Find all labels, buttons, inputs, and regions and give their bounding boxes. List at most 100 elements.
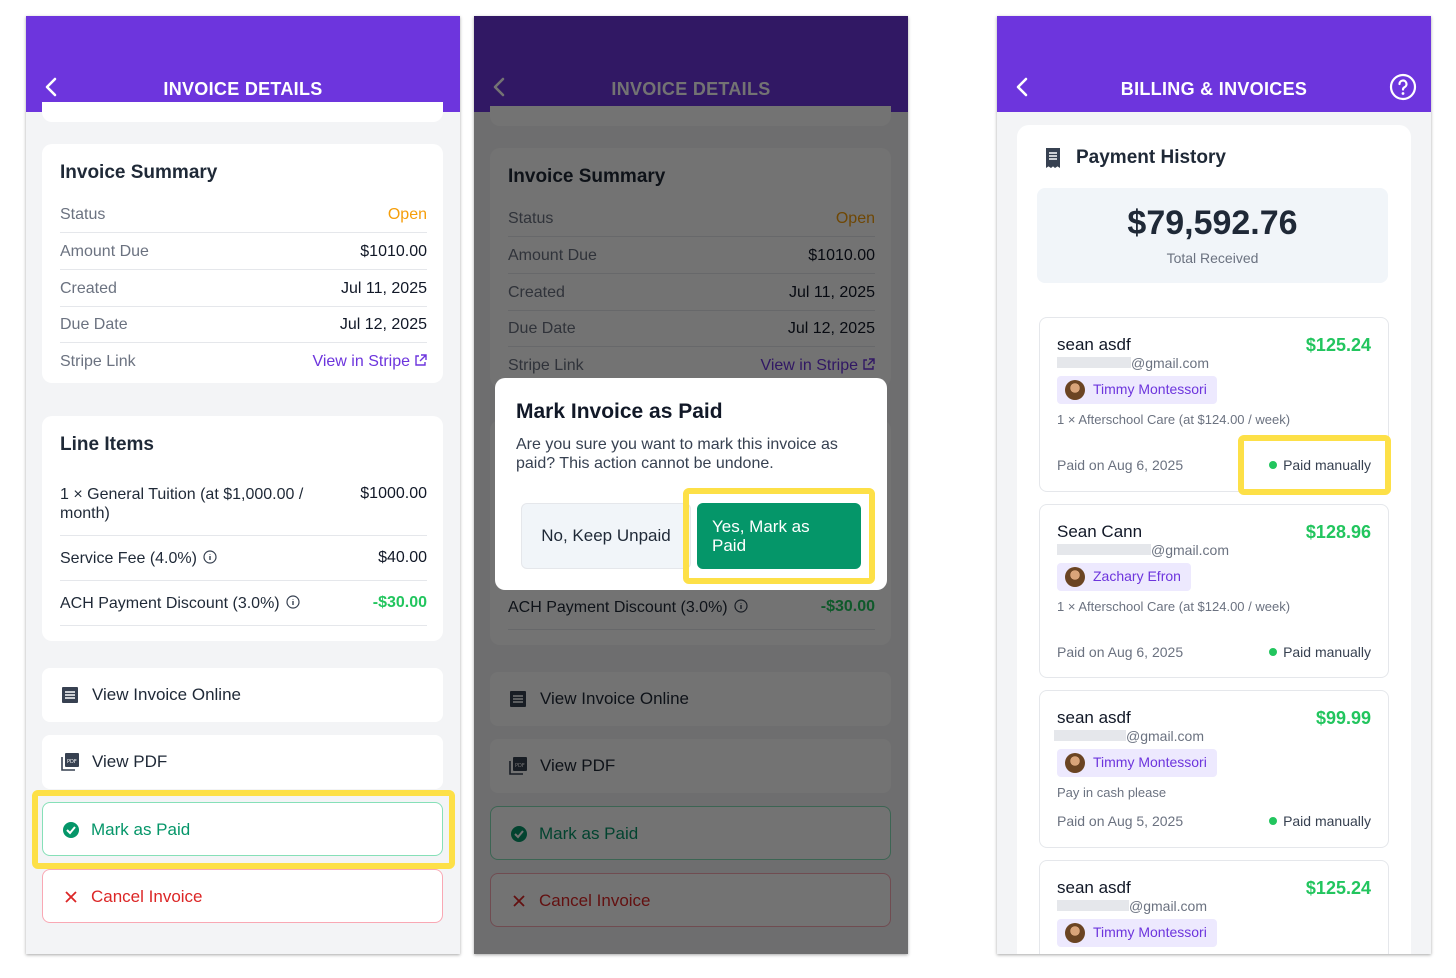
payment-history-title: Payment History — [1076, 147, 1226, 168]
back-arrow-icon[interactable] — [42, 76, 62, 98]
app-header: BILLING & INVOICES — [997, 16, 1431, 112]
view-in-stripe-link[interactable]: View in Stripe — [312, 353, 427, 371]
payment-item[interactable]: sean asdf $125.24 @gmail.com Timmy Monte… — [1039, 317, 1389, 492]
help-icon[interactable] — [1389, 73, 1417, 101]
confirm-mark-paid-screen: INVOICE DETAILS Invoice Summary StatusOp… — [474, 16, 908, 954]
avatar — [1065, 923, 1085, 943]
row-label: Status — [60, 206, 106, 223]
avatar — [1065, 567, 1085, 587]
payment-amount: $128.96 — [1305, 522, 1371, 542]
external-link-icon — [415, 354, 427, 366]
payment-history-card: Payment History $79,592.76 Total Receive… — [1017, 125, 1411, 954]
button-label: View Invoice Online — [92, 685, 241, 704]
payment-description: 1 × Afterschool Care (at $124.00 / week) — [1057, 599, 1291, 614]
view-pdf-button[interactable]: PDF View PDF — [42, 735, 443, 789]
summary-row-amount-due: Amount Due $1010.00 — [60, 234, 427, 270]
status-dot-icon — [1269, 461, 1278, 469]
summary-row-due-date: Due Date Jul 12, 2025 — [60, 307, 427, 343]
billing-invoices-screen: BILLING & INVOICES Payment History $79,5… — [997, 16, 1431, 954]
row-label: Amount Due — [60, 243, 149, 260]
invoice-summary-card: Invoice Summary Status Open Amount Due $10… — [42, 144, 443, 383]
redacted-block — [1057, 900, 1129, 911]
redacted-block — [1057, 357, 1131, 368]
confirm-dialog: Mark Invoice as Paid Are you sure you wa… — [495, 378, 887, 590]
discount-value: -$30.00 — [372, 594, 427, 611]
payment-amount: $99.99 — [1315, 708, 1371, 728]
total-caption: Total Received — [1166, 250, 1259, 266]
info-icon[interactable] — [286, 595, 300, 609]
payment-description: Pay in cash please — [1057, 785, 1167, 800]
status-badge: Paid manually — [1269, 457, 1371, 473]
payer-name: Sean Cann — [1057, 522, 1143, 541]
line-items-title: Line Items — [60, 434, 154, 455]
redacted-block — [1054, 730, 1126, 741]
payer-email: @gmail.com — [1054, 728, 1204, 744]
cancel-invoice-button[interactable]: Cancel Invoice — [42, 869, 443, 923]
dialog-message: Are you sure you want to mark this invoi… — [516, 436, 838, 472]
avatar — [1065, 380, 1085, 400]
pdf-icon: PDF — [61, 753, 79, 771]
student-chip[interactable]: Timmy Montessori — [1057, 749, 1217, 777]
svg-text:PDF: PDF — [67, 759, 77, 765]
payer-email: @gmail.com — [1057, 542, 1229, 558]
row-value: Jul 12, 2025 — [339, 316, 427, 333]
dialog-title: Mark Invoice as Paid — [516, 400, 723, 423]
button-label: View PDF — [92, 752, 168, 771]
payer-name: sean asdf — [1057, 708, 1131, 727]
student-chip[interactable]: Timmy Montessori — [1057, 919, 1217, 947]
row-value: Jul 11, 2025 — [341, 280, 427, 297]
line-item-label: Service Fee (4.0%) — [60, 549, 330, 568]
student-chip[interactable]: Timmy Montessori — [1057, 376, 1217, 404]
row-label: Created — [60, 280, 117, 297]
payer-name: sean asdf — [1057, 878, 1131, 897]
total-amount: $79,592.76 — [1127, 204, 1298, 242]
payer-email: @gmail.com — [1057, 898, 1207, 914]
line-items-card: Line Items 1 × General Tuition (at $1,00… — [42, 416, 443, 641]
mark-as-paid-button[interactable]: Mark as Paid — [42, 802, 443, 856]
payment-amount: $125.24 — [1305, 335, 1371, 355]
document-icon — [62, 687, 78, 703]
payment-description: 1 × Afterschool Care (at $124.00 / week) — [1057, 412, 1291, 427]
line-item: Service Fee (4.0%) $40.00 — [60, 549, 427, 581]
invoice-details-screen: INVOICE DETAILS Invoice Summary Status Op… — [26, 16, 460, 954]
student-chip[interactable]: Zachary Efron — [1057, 563, 1191, 591]
keep-unpaid-button[interactable]: No, Keep Unpaid — [521, 503, 691, 569]
check-circle-icon — [63, 822, 79, 838]
info-icon[interactable] — [203, 550, 217, 564]
status-badge: Paid manually — [1269, 644, 1371, 660]
summary-row-status: Status Open — [60, 197, 427, 233]
status-badge: Paid manually — [1269, 813, 1371, 829]
summary-row-stripe-link: Stripe Link View in Stripe — [60, 344, 427, 380]
close-icon — [65, 891, 77, 903]
status-value: Open — [387, 206, 427, 223]
page-title: INVOICE DETAILS — [163, 79, 323, 99]
payer-name: sean asdf — [1057, 335, 1131, 354]
app-header: INVOICE DETAILS — [26, 16, 460, 112]
row-label: Due Date — [60, 316, 128, 333]
status-dot-icon — [1269, 648, 1278, 656]
view-invoice-online-button[interactable]: View Invoice Online — [42, 668, 443, 722]
button-label: Mark as Paid — [91, 820, 191, 839]
invoice-summary-title: Invoice Summary — [60, 162, 218, 183]
page-title: BILLING & INVOICES — [1120, 79, 1308, 99]
summary-row-created: Created Jul 11, 2025 — [60, 271, 427, 307]
row-label: Stripe Link — [60, 353, 136, 370]
line-item-value: $40.00 — [378, 549, 427, 566]
line-item-label: 1 × General Tuition (at $1,000.00 / mont… — [60, 486, 304, 522]
back-arrow-icon[interactable] — [1013, 76, 1033, 98]
paid-on-date: Paid on Aug 6, 2025 — [1057, 644, 1184, 660]
previous-card-stub — [42, 102, 443, 122]
button-label: Cancel Invoice — [91, 887, 203, 906]
payment-item[interactable]: sean asdf $125.24 @gmail.com Timmy Monte… — [1039, 860, 1389, 954]
payment-item[interactable]: Sean Cann $128.96 @gmail.com Zachary Efr… — [1039, 504, 1389, 678]
paid-on-date: Paid on Aug 6, 2025 — [1057, 457, 1184, 473]
line-item-label: ACH Payment Discount (3.0%) — [60, 594, 330, 613]
receipt-icon — [1046, 148, 1060, 168]
redacted-block — [1057, 544, 1151, 555]
confirm-mark-paid-button[interactable]: Yes, Mark as Paid — [697, 503, 861, 569]
status-dot-icon — [1269, 817, 1278, 825]
payment-amount: $125.24 — [1305, 878, 1371, 898]
payment-item[interactable]: sean asdf $99.99 @gmail.com Timmy Montes… — [1039, 690, 1389, 848]
line-item-value: $1000.00 — [360, 485, 427, 502]
avatar — [1065, 753, 1085, 773]
